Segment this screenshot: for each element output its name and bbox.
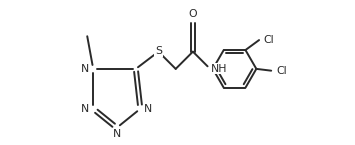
Text: N: N [144, 104, 152, 114]
Text: Cl: Cl [276, 66, 286, 76]
Text: S: S [155, 46, 162, 56]
Text: NH: NH [211, 64, 228, 74]
Text: Cl: Cl [264, 35, 274, 45]
Text: O: O [189, 9, 197, 19]
Text: N: N [81, 104, 89, 114]
Text: N: N [81, 64, 89, 74]
Text: N: N [113, 129, 121, 139]
